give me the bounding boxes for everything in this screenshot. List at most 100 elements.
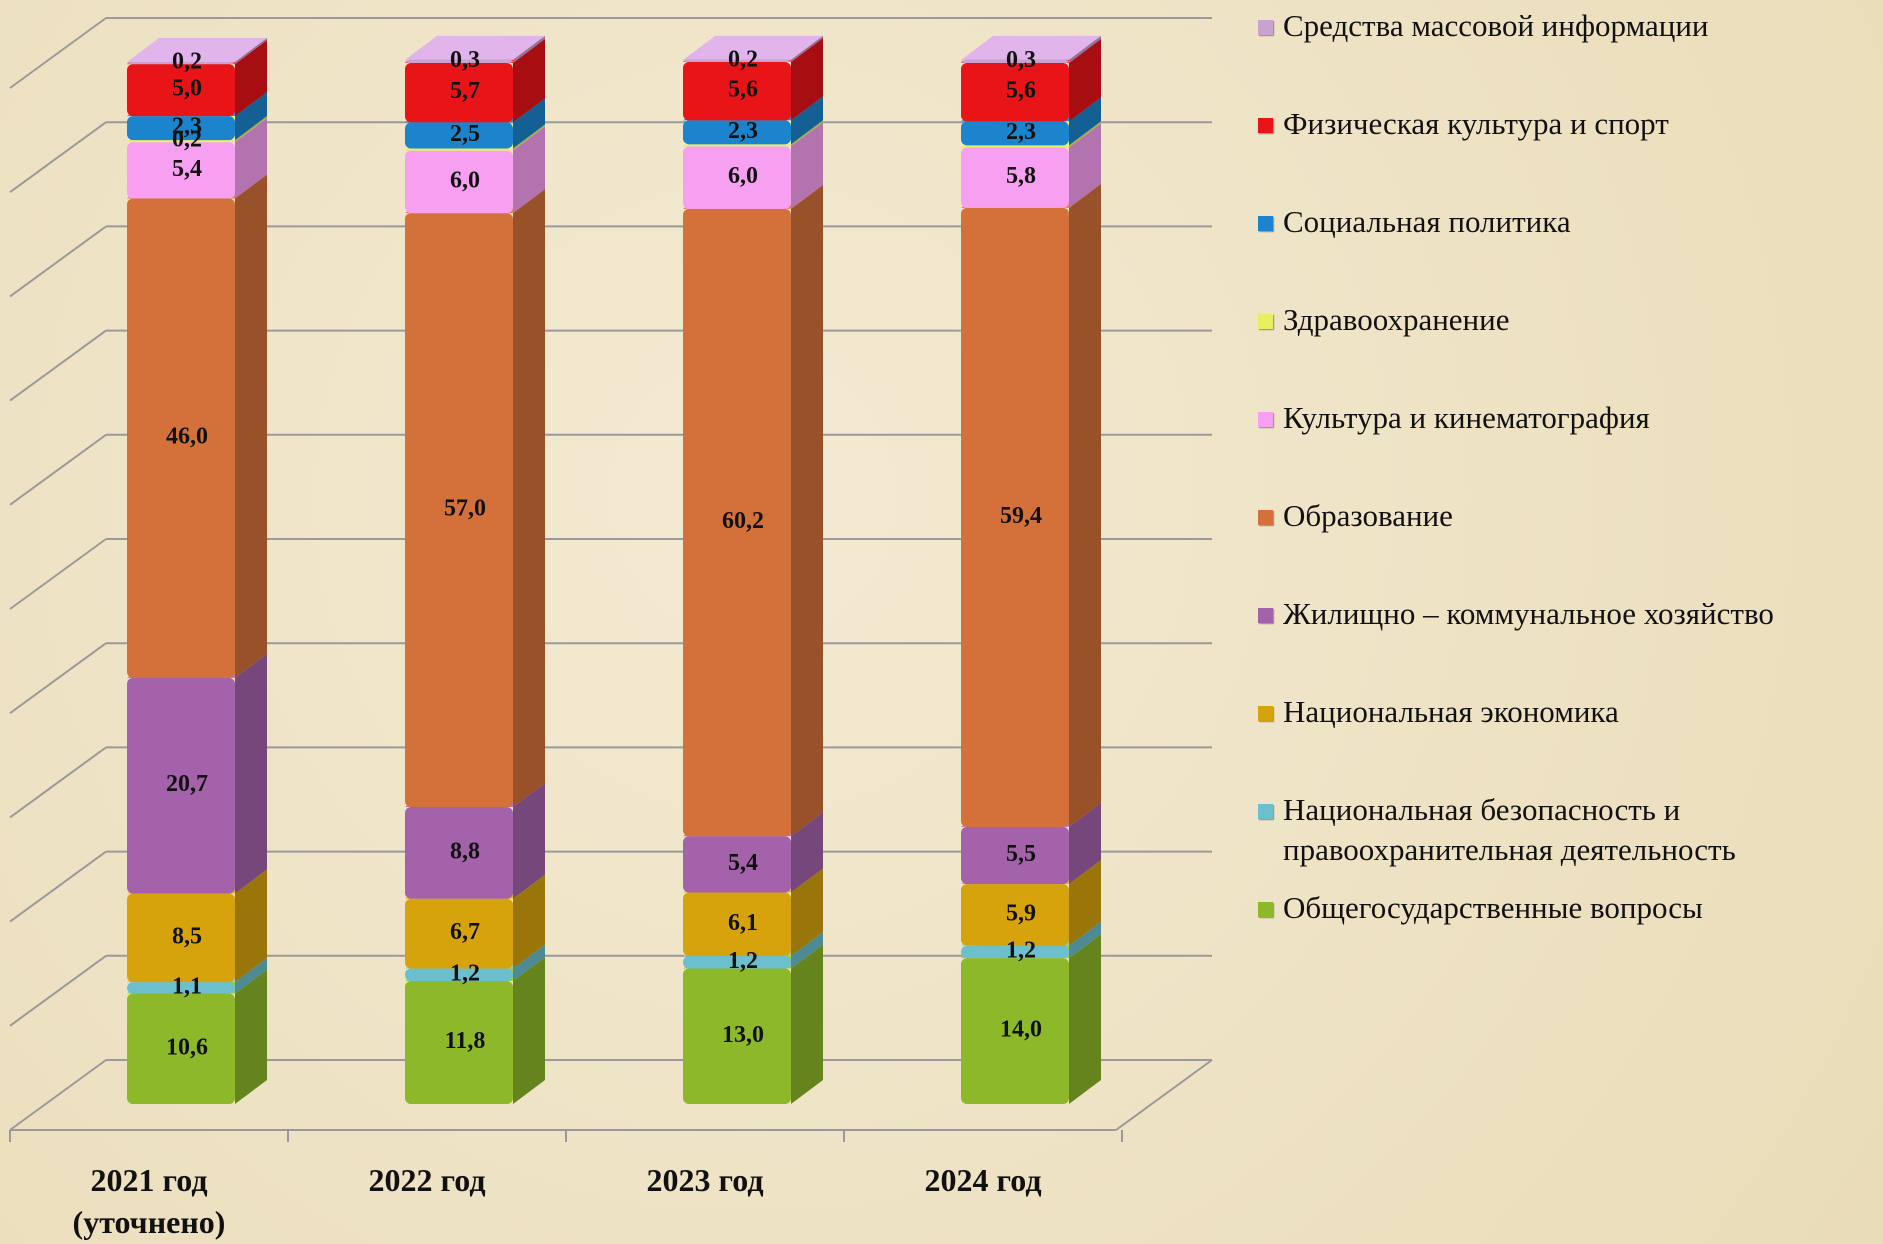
grid-line-side xyxy=(9,225,107,298)
value-label: 5,8 xyxy=(1006,163,1036,189)
bar xyxy=(683,208,791,837)
grid-line-side xyxy=(9,850,107,923)
value-label: 0,2 xyxy=(728,46,758,72)
grid-line-side xyxy=(9,746,107,819)
value-label: 1,2 xyxy=(728,948,758,974)
bar xyxy=(683,59,791,62)
legend-item: Социальная политика xyxy=(1258,202,1883,242)
x-tick-label: 2023 год xyxy=(646,1162,764,1198)
legend-item: Физическая культура и спорт xyxy=(1258,104,1883,144)
legend-label: Физическая культура и спорт xyxy=(1283,106,1669,141)
bar-side xyxy=(513,39,545,123)
bar xyxy=(127,116,235,141)
legend-swatch xyxy=(1258,216,1273,231)
bar xyxy=(127,142,235,199)
value-label: 8,8 xyxy=(450,838,480,864)
legend-label: Жилищно – коммунальное хозяйство xyxy=(1283,596,1774,631)
bar xyxy=(961,63,1069,122)
bar-side xyxy=(513,35,545,64)
bar xyxy=(961,207,1069,827)
legend-label: Культура и кинематография xyxy=(1283,400,1650,435)
value-label: 5,4 xyxy=(172,156,202,182)
legend-swatch xyxy=(1258,118,1273,133)
bar-side xyxy=(513,124,545,151)
bar xyxy=(405,63,513,123)
bar xyxy=(961,147,1069,208)
bar xyxy=(961,59,1069,64)
bar xyxy=(683,62,791,121)
bar-side xyxy=(235,869,267,983)
grid-line-side xyxy=(9,329,107,402)
grid-line-side xyxy=(9,121,107,194)
bar-side xyxy=(791,184,823,837)
bar-side xyxy=(235,969,267,1104)
bar xyxy=(405,150,513,214)
value-label: 5,6 xyxy=(1006,78,1036,104)
legend-label: Образование xyxy=(1283,498,1453,533)
bar xyxy=(127,993,235,1104)
legend-label: Социальная политика xyxy=(1283,204,1571,239)
value-label: 46,0 xyxy=(166,424,208,450)
legend-item: Жилищно – коммунальное хозяйство xyxy=(1258,594,1883,634)
value-label: 6,0 xyxy=(450,167,480,193)
bar xyxy=(683,144,791,147)
legend-item: Образование xyxy=(1258,496,1883,536)
value-label: 1,2 xyxy=(450,960,480,986)
legend-item: Национальная экономика xyxy=(1258,692,1883,732)
grid-line-side xyxy=(9,1059,107,1131)
bar xyxy=(683,146,791,209)
value-label: 57,0 xyxy=(444,496,486,522)
x-tick-label: 2022 год xyxy=(368,1162,486,1198)
bar-side xyxy=(791,96,823,145)
bar-side xyxy=(235,92,267,141)
bar-side xyxy=(513,874,545,969)
bar xyxy=(405,213,513,808)
x-tick-label: 2021 год (уточнено) xyxy=(72,1162,226,1240)
bar-side xyxy=(1069,802,1101,885)
bar-side xyxy=(1069,921,1101,959)
bar-side xyxy=(1069,183,1101,827)
legend-swatch xyxy=(1258,20,1273,35)
bar-side xyxy=(235,653,267,894)
legend-swatch xyxy=(1258,608,1273,623)
bar-side xyxy=(513,944,545,982)
legend-label: Средства массовой информации xyxy=(1283,8,1709,43)
bar xyxy=(961,121,1069,146)
value-label: 10,6 xyxy=(166,1034,208,1060)
legend-label: Общегосударственные вопросы xyxy=(1283,890,1703,925)
bar xyxy=(127,140,235,143)
bar xyxy=(683,956,791,969)
legend-label: Национальная экономика xyxy=(1283,694,1619,729)
bar-side xyxy=(1069,97,1101,146)
grid-line-side xyxy=(9,642,107,715)
bar xyxy=(961,826,1069,885)
grid-line-side xyxy=(9,17,107,89)
legend-swatch xyxy=(1258,314,1273,329)
bar-side xyxy=(1069,121,1101,148)
value-label: 2,3 xyxy=(172,114,202,140)
value-label: 8,5 xyxy=(172,923,202,949)
value-label: 59,4 xyxy=(1000,503,1042,529)
bar-side xyxy=(1069,39,1101,122)
bar xyxy=(127,893,235,983)
bar-side xyxy=(1069,934,1101,1104)
bar xyxy=(683,836,791,893)
value-label: 13,0 xyxy=(722,1022,764,1048)
bar-side xyxy=(235,118,267,199)
legend-item: Культура и кинематография xyxy=(1258,398,1883,438)
legend-label: Здравоохранение xyxy=(1283,302,1510,337)
bar-side xyxy=(791,35,823,62)
bar-side xyxy=(513,189,545,808)
value-label: 5,0 xyxy=(172,76,202,102)
value-label: 6,1 xyxy=(728,910,758,936)
value-label: 5,6 xyxy=(728,77,758,103)
bar-side xyxy=(791,932,823,969)
grid-line-side xyxy=(9,954,107,1027)
bar xyxy=(961,145,1069,148)
bar xyxy=(405,148,513,151)
value-label: 2,3 xyxy=(728,118,758,144)
value-label: 5,7 xyxy=(450,78,480,104)
bar-side xyxy=(235,38,267,65)
bar xyxy=(405,968,513,982)
legend-swatch xyxy=(1258,706,1273,721)
